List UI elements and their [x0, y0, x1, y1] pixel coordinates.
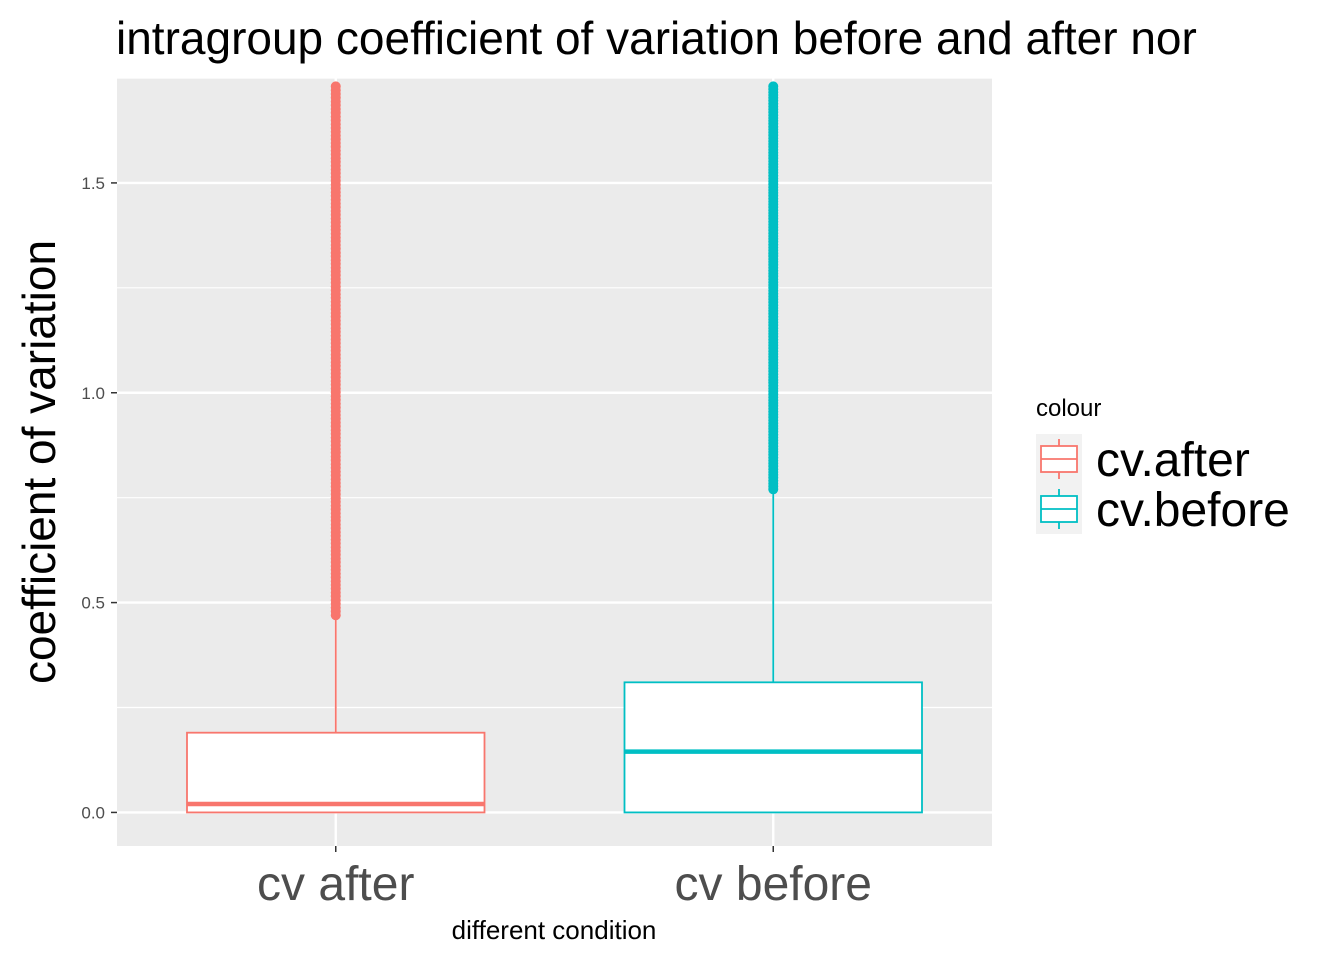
x-tick-label: cv before: [675, 858, 872, 911]
y-tick-label: 0.0: [81, 803, 105, 822]
chart-title: intragroup coefficient of variation befo…: [116, 12, 1197, 64]
legend-label: cv.before: [1096, 484, 1290, 537]
boxplot-cv-before: [623, 81, 923, 814]
outlier-points: [768, 81, 779, 495]
outlier-points: [330, 81, 341, 621]
iqr-box: [186, 731, 486, 814]
iqr-box: [623, 681, 923, 814]
outlier-point: [330, 81, 341, 92]
y-tick-label: 1.0: [81, 384, 105, 403]
y-tick-label: 1.5: [81, 174, 105, 193]
legend-item: cv.before: [1036, 484, 1290, 537]
legend-item: cv.after: [1036, 434, 1250, 487]
legend-label: cv.after: [1096, 434, 1250, 487]
x-axis-title: different condition: [452, 915, 657, 945]
x-axis: cv after cv before: [257, 846, 872, 911]
legend-title: colour: [1036, 395, 1101, 422]
boxplots: [186, 81, 923, 814]
outlier-point: [768, 81, 779, 92]
boxplot-cv-after: [186, 81, 486, 814]
y-axis-title: coefficient of variation: [13, 240, 65, 684]
x-tick-label: cv after: [257, 858, 414, 911]
y-tick-label: 0.5: [81, 594, 105, 613]
y-axis: 0.0 0.5 1.0 1.5: [81, 174, 117, 822]
